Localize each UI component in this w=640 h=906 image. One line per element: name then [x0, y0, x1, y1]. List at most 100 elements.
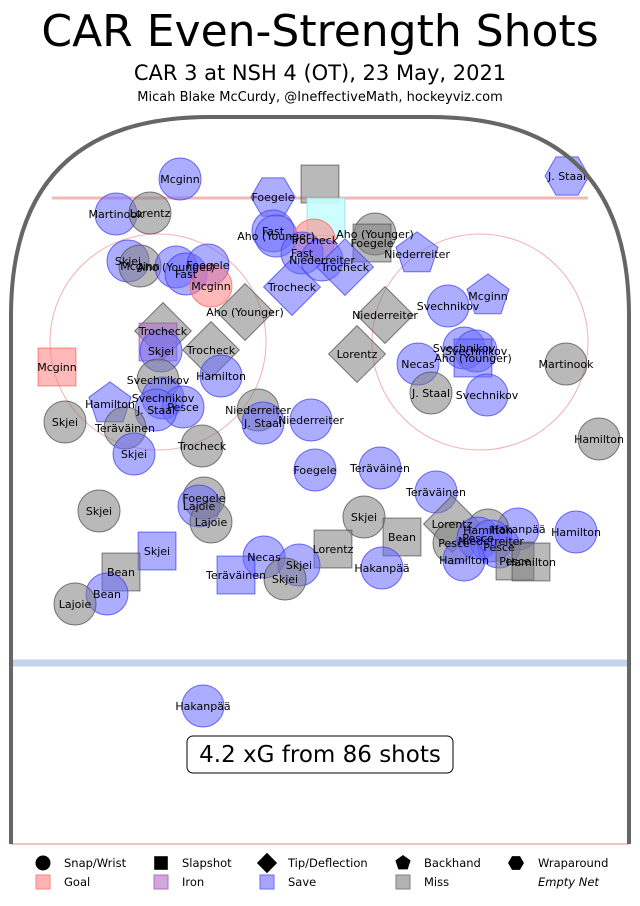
shot-label: Lajoie [195, 516, 228, 529]
shot-marker [466, 273, 510, 315]
shot-marker [77, 489, 121, 533]
xg-summary-box [186, 735, 454, 774]
shot-label: Lorentz [337, 348, 378, 361]
shot-label: Niederreiter [278, 414, 344, 427]
shot-label: Fast [262, 225, 285, 238]
shot-marker [409, 371, 453, 415]
shot-label: Bean [107, 566, 135, 579]
shot-label: Teräväinen [349, 462, 410, 475]
shot-label: Trocheck [320, 261, 370, 274]
shot-label: Hamilton [574, 433, 624, 446]
shot-label: Skjei [86, 505, 112, 518]
shot-marker [360, 546, 404, 590]
shot-label: Svechnikov [417, 300, 480, 313]
shot-label: Hamilton [506, 556, 556, 569]
shot-marker [43, 400, 87, 444]
shot-label: Hamilton [85, 398, 135, 411]
shot-marker [289, 398, 333, 442]
shot-label: Pesce [483, 541, 515, 554]
shot-marker [465, 373, 509, 417]
shot-marker [137, 531, 177, 571]
legend-type-label: Tip/Deflection [287, 856, 368, 870]
legend: Snap/Wrist Slapshot Tip/Deflection Backhand… [35, 852, 608, 890]
shot-label: Niederreiter [384, 248, 450, 261]
shot-marker [181, 684, 225, 728]
shot-label: Niederreiter [225, 404, 291, 417]
shot-label: Teräväinen [405, 486, 466, 499]
shot-marker [37, 347, 77, 387]
legend-outcome-label: Goal [64, 875, 90, 889]
shot-label: Mcginn [120, 260, 160, 273]
shot-label: Mcginn [37, 361, 77, 374]
shot-marker [395, 231, 439, 273]
legend-outcome-label: Save [288, 875, 316, 889]
shot-marker [262, 257, 322, 317]
shot-marker [300, 164, 340, 204]
shot-label: Trocheck [289, 234, 339, 247]
rink-markings [11, 196, 629, 845]
legend-outcome-label: Iron [182, 875, 204, 889]
legend-swatch [153, 874, 169, 890]
shot-marker [263, 557, 307, 601]
shot-marker [577, 417, 621, 461]
pentagon-icon [395, 854, 411, 870]
shot-label: Niederreiter [352, 309, 418, 322]
shot-label: Trocheck [186, 344, 236, 357]
shot-label: Foegele [350, 237, 393, 250]
shot-marker [53, 582, 97, 626]
legend-type-label: Snap/Wrist [64, 856, 127, 870]
shot-label: Niederreiter [458, 535, 524, 548]
shot-label: Mcginn [468, 290, 508, 303]
shot-label: Foegele [251, 191, 294, 204]
circle-icon [35, 855, 51, 871]
shot-label: Foegele [182, 492, 225, 505]
legend-type-label: Wraparound [538, 856, 608, 870]
shot-label: Skjei [115, 255, 141, 268]
shot-label: Lorentz [313, 543, 354, 556]
shot-marker [189, 264, 233, 308]
square-icon [154, 856, 168, 870]
chart-credit: Micah Blake McCurdy, @IneffectiveMath, h… [137, 90, 503, 105]
shot-label: Teräväinen [205, 569, 266, 582]
shot-marker [189, 500, 233, 544]
shot-label: Aho (Younger) [137, 261, 215, 274]
shot-marker [112, 432, 156, 476]
shot-label: Pesce [438, 537, 470, 550]
shot-marker [158, 157, 202, 201]
shot-label: Hamilton [196, 370, 246, 383]
chart-title: CAR Even-Strength Shots [41, 6, 599, 57]
shot-label: J. Staal [136, 404, 175, 417]
shot-label: Hakanpää [490, 523, 545, 536]
shot-label: Fast [175, 268, 198, 281]
shot-label: Skjei [52, 416, 78, 429]
shot-label: Hakanpää [354, 562, 409, 575]
legend-type-label: Slapshot [182, 856, 232, 870]
shot-label: Lorentz [130, 207, 171, 220]
shot-label: Skjei [272, 573, 298, 586]
shot-label: Aho (Younger) [237, 230, 315, 243]
shot-marker [128, 191, 172, 235]
shot-marker [216, 555, 256, 595]
shot-label: Svechnikov [127, 374, 190, 387]
shot-label: Bean [388, 531, 416, 544]
shot-label: Svechnikov [433, 342, 496, 355]
shot-label: Mcginn [160, 173, 200, 186]
shot-marker [199, 354, 243, 398]
diamond-icon [256, 852, 278, 874]
shot-marker [313, 529, 353, 569]
shot-marker [215, 282, 275, 342]
shot-label: Skjei [148, 345, 174, 358]
chart-subtitle: CAR 3 at NSH 4 (OT), 23 May, 2021 [133, 61, 507, 85]
shots-layer [37, 156, 621, 728]
shot-label: Foegele [293, 464, 336, 477]
legend-outcome-label: Miss [424, 875, 449, 889]
hexagon-icon [508, 856, 524, 870]
shot-marker [453, 338, 493, 378]
legend-swatch [35, 874, 51, 890]
shot-label: Niederreiter [289, 254, 355, 267]
shot-label: Pesce [462, 532, 494, 545]
shot-label: Lajoie [59, 598, 92, 611]
shot-marker [315, 237, 375, 297]
shot-label: Svechnikov [456, 389, 519, 402]
